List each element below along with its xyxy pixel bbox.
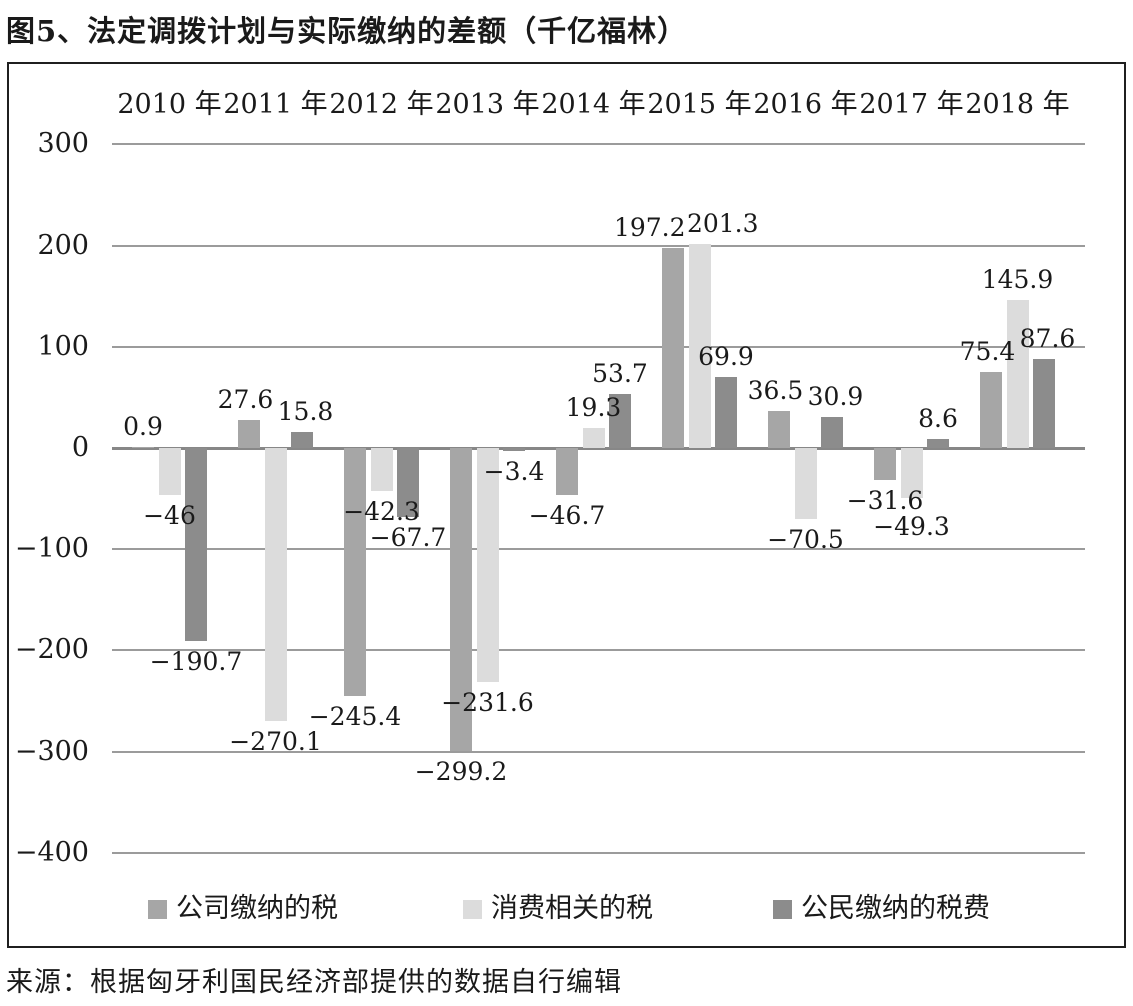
bar-series2-2011 [264, 448, 287, 722]
value-label: 0.9 [123, 412, 163, 442]
bar-series3-2015 [715, 377, 737, 448]
value-label: −46 [143, 500, 196, 530]
zero-axis-line [112, 447, 1085, 450]
bar-series3-2016 [821, 416, 843, 448]
category-label-2013: 2013 年 [435, 89, 540, 120]
bar-series1-2010 [132, 447, 154, 449]
gridline [112, 851, 1085, 854]
value-label: 15.8 [277, 397, 334, 426]
gridline [112, 649, 1085, 652]
value-label: 8.6 [918, 404, 958, 434]
gridline [112, 345, 1085, 348]
value-label: −299.2 [414, 756, 508, 786]
value-label: 201.3 [686, 209, 759, 239]
category-label-2016: 2016 年 [753, 89, 858, 120]
value-label: 27.6 [217, 385, 274, 415]
value-label: 30.9 [807, 381, 864, 411]
chart-frame: 300 200 100 0 −100 −200 −300 −400 2010 年 2011 年 20… [7, 62, 1126, 948]
value-label: −46.7 [528, 501, 606, 531]
value-label: −67.7 [369, 522, 447, 552]
legend-item-series2: 消费相关的税 [463, 895, 653, 923]
legend-swatch-icon [148, 899, 167, 919]
bar-series2-2010 [158, 448, 181, 495]
legend-label: 公司缴纳的税 [176, 893, 338, 924]
legend-item-series3: 公民缴纳的税费 [773, 895, 990, 923]
y-axis-tick-label: 300 [37, 128, 89, 160]
y-axis-tick-label: −300 [14, 735, 89, 767]
bar-series1-2011 [238, 420, 260, 448]
category-label-2010: 2010 年 [117, 89, 222, 120]
y-axis-tick-label: 100 [37, 330, 89, 362]
value-label: −42.3 [343, 496, 420, 526]
value-label: 36.5 [747, 376, 804, 406]
bar-series1-2012 [344, 448, 366, 697]
bar-series2-2013 [476, 448, 499, 683]
value-label: 87.6 [1019, 324, 1076, 354]
value-label: −3.4 [483, 457, 545, 487]
bar-series2-2016 [794, 448, 817, 520]
y-axis-tick-label: −400 [14, 836, 89, 868]
page-title: 图5、法定调拨计划与实际缴纳的差额（千亿福林） [6, 14, 688, 48]
bar-series2-2012 [370, 448, 393, 491]
gridline [112, 244, 1085, 247]
bar-series3-2010 [185, 448, 207, 641]
bar-series1-2018 [980, 371, 1002, 448]
value-label: 19.3 [565, 393, 622, 423]
bar-series2-2017 [900, 448, 923, 498]
gridline [112, 750, 1085, 753]
bar-series1-2016 [768, 411, 790, 448]
y-axis-tick-label: −100 [14, 533, 89, 565]
gridline [112, 548, 1085, 551]
bar-series1-2017 [874, 448, 896, 480]
value-label: 69.9 [698, 342, 754, 372]
legend-swatch-icon [463, 899, 482, 919]
bar-series1-2014 [556, 448, 578, 496]
value-label: −49.3 [873, 511, 950, 541]
bar-series1-2015 [662, 248, 684, 448]
bar-series3-2018 [1033, 359, 1055, 448]
legend-item-series1: 公司缴纳的税 [148, 895, 338, 923]
value-label: 53.7 [592, 358, 648, 388]
bar-series3-2017 [927, 439, 949, 448]
legend-label: 消费相关的税 [491, 893, 653, 924]
category-label-2017: 2017 年 [859, 89, 964, 120]
value-label: 197.2 [613, 213, 686, 243]
category-label-2015: 2015 年 [647, 89, 752, 120]
value-label: −190.7 [149, 646, 243, 676]
y-axis-tick-label: 200 [37, 229, 89, 261]
bar-series3-2011 [291, 432, 313, 448]
bar-series2-2014 [582, 428, 605, 448]
value-label: −70.5 [767, 525, 844, 555]
value-label: 145.9 [981, 265, 1054, 295]
legend-swatch-icon [773, 899, 792, 919]
value-label: −231.6 [441, 688, 534, 718]
category-label-2012: 2012 年 [329, 89, 434, 120]
bar-series1-2013 [450, 448, 472, 751]
value-label: −31.6 [846, 485, 924, 515]
gridline [112, 143, 1085, 146]
value-label: −245.4 [308, 702, 402, 732]
legend-label: 公民缴纳的税费 [801, 893, 990, 924]
source-note: 来源：根据匈牙利国民经济部提供的数据自行编辑 [6, 967, 622, 998]
y-axis-tick-label: 0 [71, 432, 89, 463]
bar-series2-2018 [1006, 300, 1029, 448]
category-label-2018: 2018 年 [965, 89, 1070, 120]
category-label-2014: 2014 年 [541, 89, 646, 120]
category-label-2011: 2011 年 [223, 89, 328, 120]
value-label: 75.4 [959, 336, 1016, 366]
value-label: −270.1 [229, 727, 322, 757]
bar-series3-2012 [397, 448, 419, 517]
bar-series2-2015 [688, 244, 711, 448]
y-axis-tick-label: −200 [14, 634, 89, 666]
bar-series3-2014 [609, 393, 631, 448]
bar-series3-2013 [503, 448, 525, 452]
